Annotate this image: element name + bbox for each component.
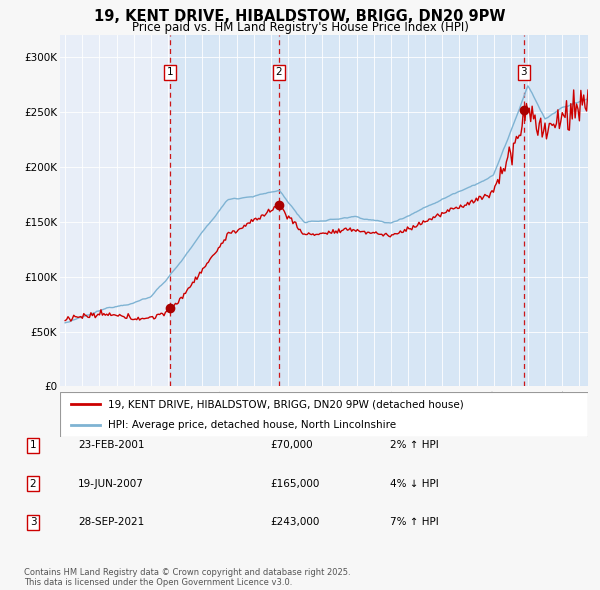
Text: Contains HM Land Registry data © Crown copyright and database right 2025.
This d: Contains HM Land Registry data © Crown c…	[24, 568, 350, 587]
Text: 3: 3	[520, 67, 527, 77]
Text: 19, KENT DRIVE, HIBALDSTOW, BRIGG, DN20 9PW (detached house): 19, KENT DRIVE, HIBALDSTOW, BRIGG, DN20 …	[107, 399, 463, 409]
Text: 2% ↑ HPI: 2% ↑ HPI	[390, 441, 439, 450]
Text: £70,000: £70,000	[270, 441, 313, 450]
Text: HPI: Average price, detached house, North Lincolnshire: HPI: Average price, detached house, Nort…	[107, 419, 395, 430]
Bar	[524, 35, 588, 386]
Text: 1: 1	[29, 441, 37, 450]
Text: 19-JUN-2007: 19-JUN-2007	[78, 479, 144, 489]
Text: 7% ↑ HPI: 7% ↑ HPI	[390, 517, 439, 527]
Text: £165,000: £165,000	[270, 479, 319, 489]
Text: £243,000: £243,000	[270, 517, 319, 527]
Text: 23-FEB-2001: 23-FEB-2001	[78, 441, 145, 450]
Text: 28-SEP-2021: 28-SEP-2021	[78, 517, 144, 527]
Text: 1: 1	[167, 67, 174, 77]
Text: 3: 3	[29, 517, 37, 527]
Bar	[170, 35, 279, 386]
Text: Price paid vs. HM Land Registry's House Price Index (HPI): Price paid vs. HM Land Registry's House …	[131, 21, 469, 34]
Text: 4% ↓ HPI: 4% ↓ HPI	[390, 479, 439, 489]
Text: 2: 2	[275, 67, 282, 77]
Text: 19, KENT DRIVE, HIBALDSTOW, BRIGG, DN20 9PW: 19, KENT DRIVE, HIBALDSTOW, BRIGG, DN20 …	[94, 9, 506, 24]
Bar	[279, 35, 524, 386]
Text: 2: 2	[29, 479, 37, 489]
FancyBboxPatch shape	[60, 392, 588, 437]
